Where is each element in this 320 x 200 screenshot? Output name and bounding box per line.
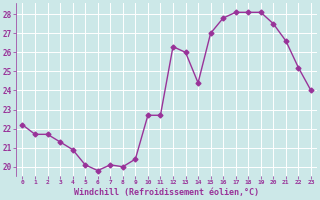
X-axis label: Windchill (Refroidissement éolien,°C): Windchill (Refroidissement éolien,°C) <box>74 188 259 197</box>
